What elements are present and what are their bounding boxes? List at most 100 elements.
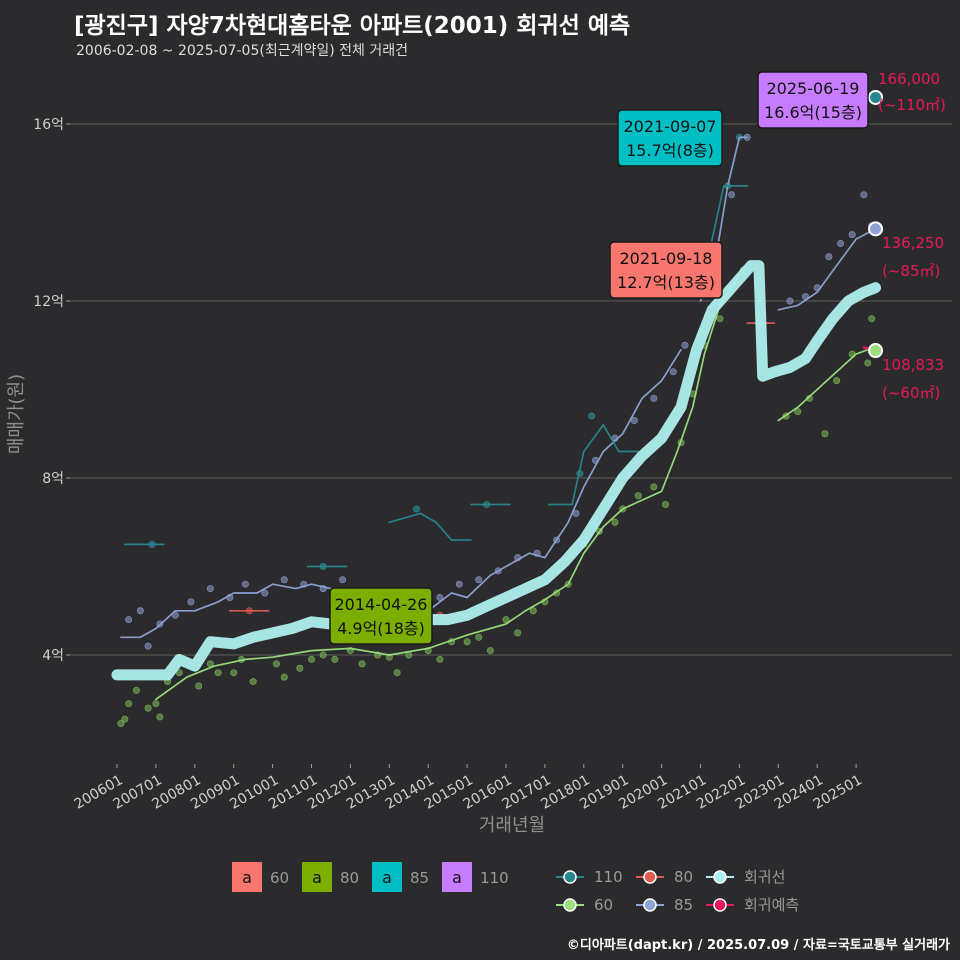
scatter-point-60: [794, 408, 802, 416]
scatter-point-60: [358, 660, 366, 668]
callout-box: [617, 109, 723, 167]
legend-swatch-85: [372, 862, 402, 892]
legend-label: 80: [340, 869, 359, 887]
scatter-point-85: [669, 368, 677, 376]
scatter-point-60: [272, 660, 280, 668]
callout-value: 4.9억(18층): [337, 619, 425, 638]
legend-dot-회귀예측: [713, 898, 727, 912]
y-axis-ticks: 4억 8억 12억 16억: [33, 117, 70, 664]
scatter-point-60: [230, 669, 238, 677]
prediction-area: (~85㎡): [882, 262, 940, 280]
scatter-point-85: [136, 607, 144, 615]
scatter-points: [117, 133, 876, 728]
scatter-point-60: [611, 518, 619, 526]
scatter-point-60: [125, 700, 133, 708]
scatter-point-85: [261, 589, 269, 597]
chart-title: [광진구] 자양7차현대홈타운 아파트(2001) 회귀선 예측: [74, 13, 631, 39]
scatter-point-85: [728, 191, 736, 199]
scatter-point-85: [171, 611, 179, 619]
legend-swatch-text: a: [312, 868, 322, 887]
scatter-point-60: [864, 359, 872, 367]
scatter-point-60: [805, 394, 813, 402]
series-line-line85: [777, 228, 877, 311]
scatter-point-85: [630, 416, 638, 424]
grid-lines: [70, 123, 952, 656]
legend-swatch-text: a: [452, 868, 462, 887]
scatter-point-85: [681, 341, 689, 349]
callout-value: 12.7억(13층): [617, 273, 715, 292]
scatter-point-60: [195, 682, 203, 690]
line-legend: 110 80 회귀선 60 85 회귀예측: [556, 868, 799, 914]
series-line-regression: [111, 260, 881, 681]
end-marker-60: [868, 343, 884, 359]
scatter-point-110: [413, 505, 421, 513]
callout-labels: 2025-06-19 16.6억(15층) 2021-09-07 15.7억(8층) 2…: [329, 71, 869, 645]
prediction-value: 136,250: [882, 234, 944, 252]
legend-dot-60: [563, 898, 577, 912]
prediction-area: (~60㎡): [882, 384, 940, 402]
scatter-point-85: [825, 253, 833, 261]
legend-dot-85: [643, 898, 657, 912]
scatter-point-60: [144, 704, 152, 712]
y-tick-label: 12억: [33, 294, 64, 310]
footer-credit: ©디아파트(dapt.kr) / 2025.07.09 / 자료=국토교통부 실…: [566, 938, 950, 953]
scatter-point-85: [187, 598, 195, 606]
series-lines: [111, 136, 881, 701]
legend-swatch-60: [232, 862, 262, 892]
callout-date: 2021-09-07: [624, 117, 717, 136]
callout-date: 2025-06-19: [767, 79, 860, 98]
scatter-point-85: [786, 297, 794, 305]
scatter-point-85: [144, 642, 152, 650]
scatter-point-60: [296, 664, 304, 672]
scatter-point-60: [529, 607, 537, 615]
scatter-point-60: [121, 715, 129, 723]
callout-box: [609, 241, 723, 299]
x-axis-ticks: 2006012007012008012009012010012011012012…: [72, 764, 865, 813]
scatter-point-60: [117, 720, 125, 728]
scatter-point-60: [307, 655, 315, 663]
callout-date: 2021-09-18: [620, 249, 713, 268]
series-line-line110: [388, 512, 472, 541]
scatter-point-60: [463, 638, 471, 646]
scatter-point-85: [339, 576, 347, 584]
series-line-line60: [155, 273, 749, 701]
scatter-point-60: [385, 653, 393, 661]
end-marker-110: [868, 89, 884, 105]
callout-box: [757, 71, 869, 129]
scatter-point-85: [436, 593, 444, 601]
callout-value: 16.6억(15층): [764, 103, 862, 122]
scatter-point-60: [821, 430, 829, 438]
legend-swatch-110: [442, 862, 472, 892]
scatter-point-60: [393, 669, 401, 677]
scatter-point-85: [241, 580, 249, 588]
scatter-point-85: [280, 576, 288, 584]
scatter-point-85: [455, 580, 463, 588]
scatter-point-60: [514, 629, 522, 637]
scatter-point-60: [486, 647, 494, 655]
legend-swatch-80: [302, 862, 332, 892]
callout-date: 2014-04-26: [335, 595, 428, 614]
scatter-point-60: [214, 669, 222, 677]
scatter-point-60: [280, 673, 288, 681]
scatter-point-60: [319, 651, 327, 659]
scatter-point-85: [860, 191, 868, 199]
callout-box: [329, 587, 433, 645]
prediction-area: (~110㎡): [878, 96, 946, 114]
scatter-point-85: [848, 231, 856, 239]
scatter-point-60: [661, 501, 669, 509]
y-tick-label: 16억: [33, 117, 64, 133]
scatter-point-60: [868, 315, 876, 323]
scatter-point-60: [716, 315, 724, 323]
y-tick-label: 4억: [42, 648, 64, 664]
scatter-point-110: [588, 412, 596, 420]
scatter-point-60: [436, 655, 444, 663]
legend-label: 110: [480, 869, 509, 887]
scatter-point-85: [475, 576, 483, 584]
end-marker-85: [868, 221, 884, 237]
series-line-line110: [547, 424, 640, 506]
y-tick-label: 8억: [42, 471, 64, 487]
legend-line-label: 110: [594, 868, 623, 886]
chart-subtitle: 2006-02-08 ~ 2025-07-05(최근계약일) 전체 거래건: [76, 43, 408, 59]
legend-label: 85: [410, 869, 429, 887]
scatter-point-60: [331, 655, 339, 663]
